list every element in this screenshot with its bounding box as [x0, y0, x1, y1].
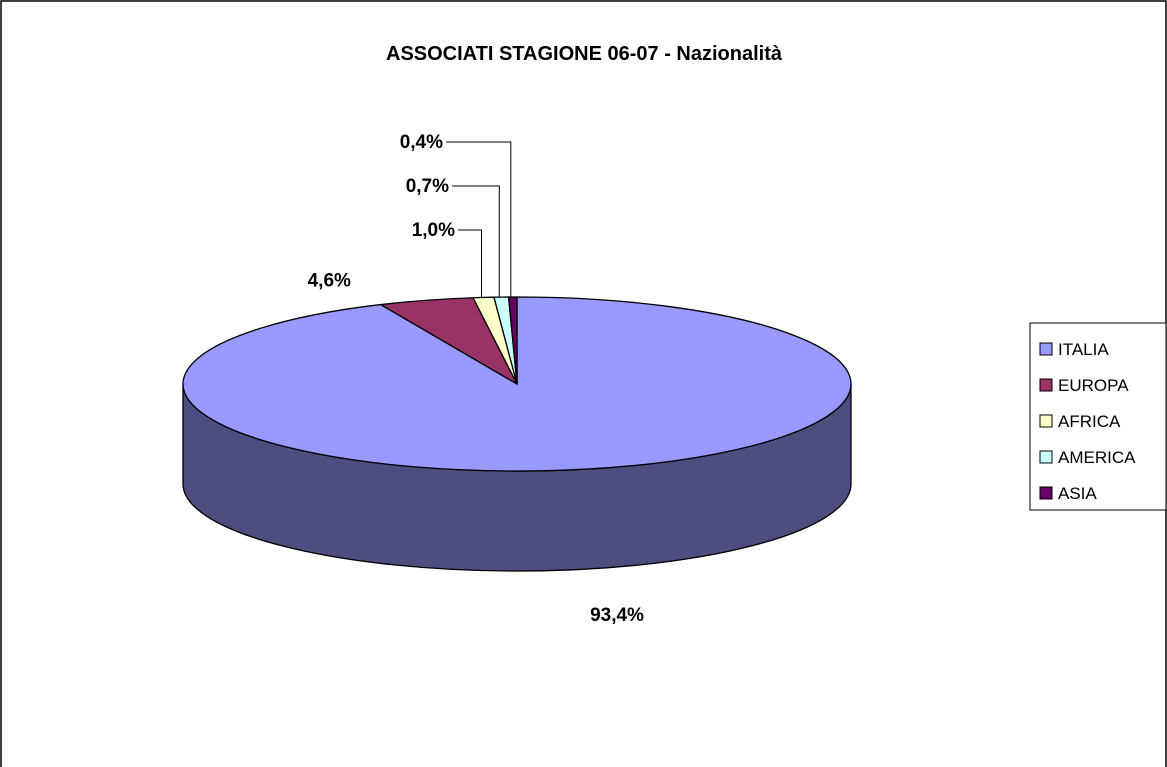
legend-box — [1029, 322, 1167, 511]
data-label-europa: 4,6% — [308, 270, 351, 291]
legend-label-america: AMERICA — [1058, 448, 1136, 467]
legend-swatch-italia — [1039, 342, 1053, 356]
legend-label-asia: ASIA — [1058, 484, 1097, 503]
label-leader-africa — [458, 229, 483, 298]
pie-plot — [182, 296, 852, 572]
pie-slice-asia — [507, 296, 518, 385]
legend-label-italia: ITALIA — [1058, 340, 1109, 359]
legend-label-europa: EUROPA — [1058, 376, 1129, 395]
data-label-america: 0,7% — [406, 176, 449, 197]
data-label-asia: 0,4% — [400, 132, 443, 153]
legend-swatch-africa — [1039, 414, 1053, 428]
label-leader-asia — [446, 141, 512, 298]
legend-swatch-america — [1039, 450, 1053, 464]
data-label-africa: 1,0% — [412, 220, 455, 241]
data-label-italia: 93,4% — [590, 605, 644, 626]
legend-label-africa: AFRICA — [1058, 412, 1121, 431]
legend: ITALIA EUROPA AFRICA AMERICA ASIA — [1029, 322, 1167, 511]
label-leader-america — [452, 185, 500, 298]
legend-swatch-asia — [1039, 486, 1053, 500]
data-labels: 93,4% 4,6% 1,0% 0,7% 0,4% — [308, 132, 644, 626]
chart-title: ASSOCIATI STAGIONE 06-07 - Nazionalità — [386, 43, 783, 65]
legend-swatch-europa — [1039, 378, 1053, 392]
